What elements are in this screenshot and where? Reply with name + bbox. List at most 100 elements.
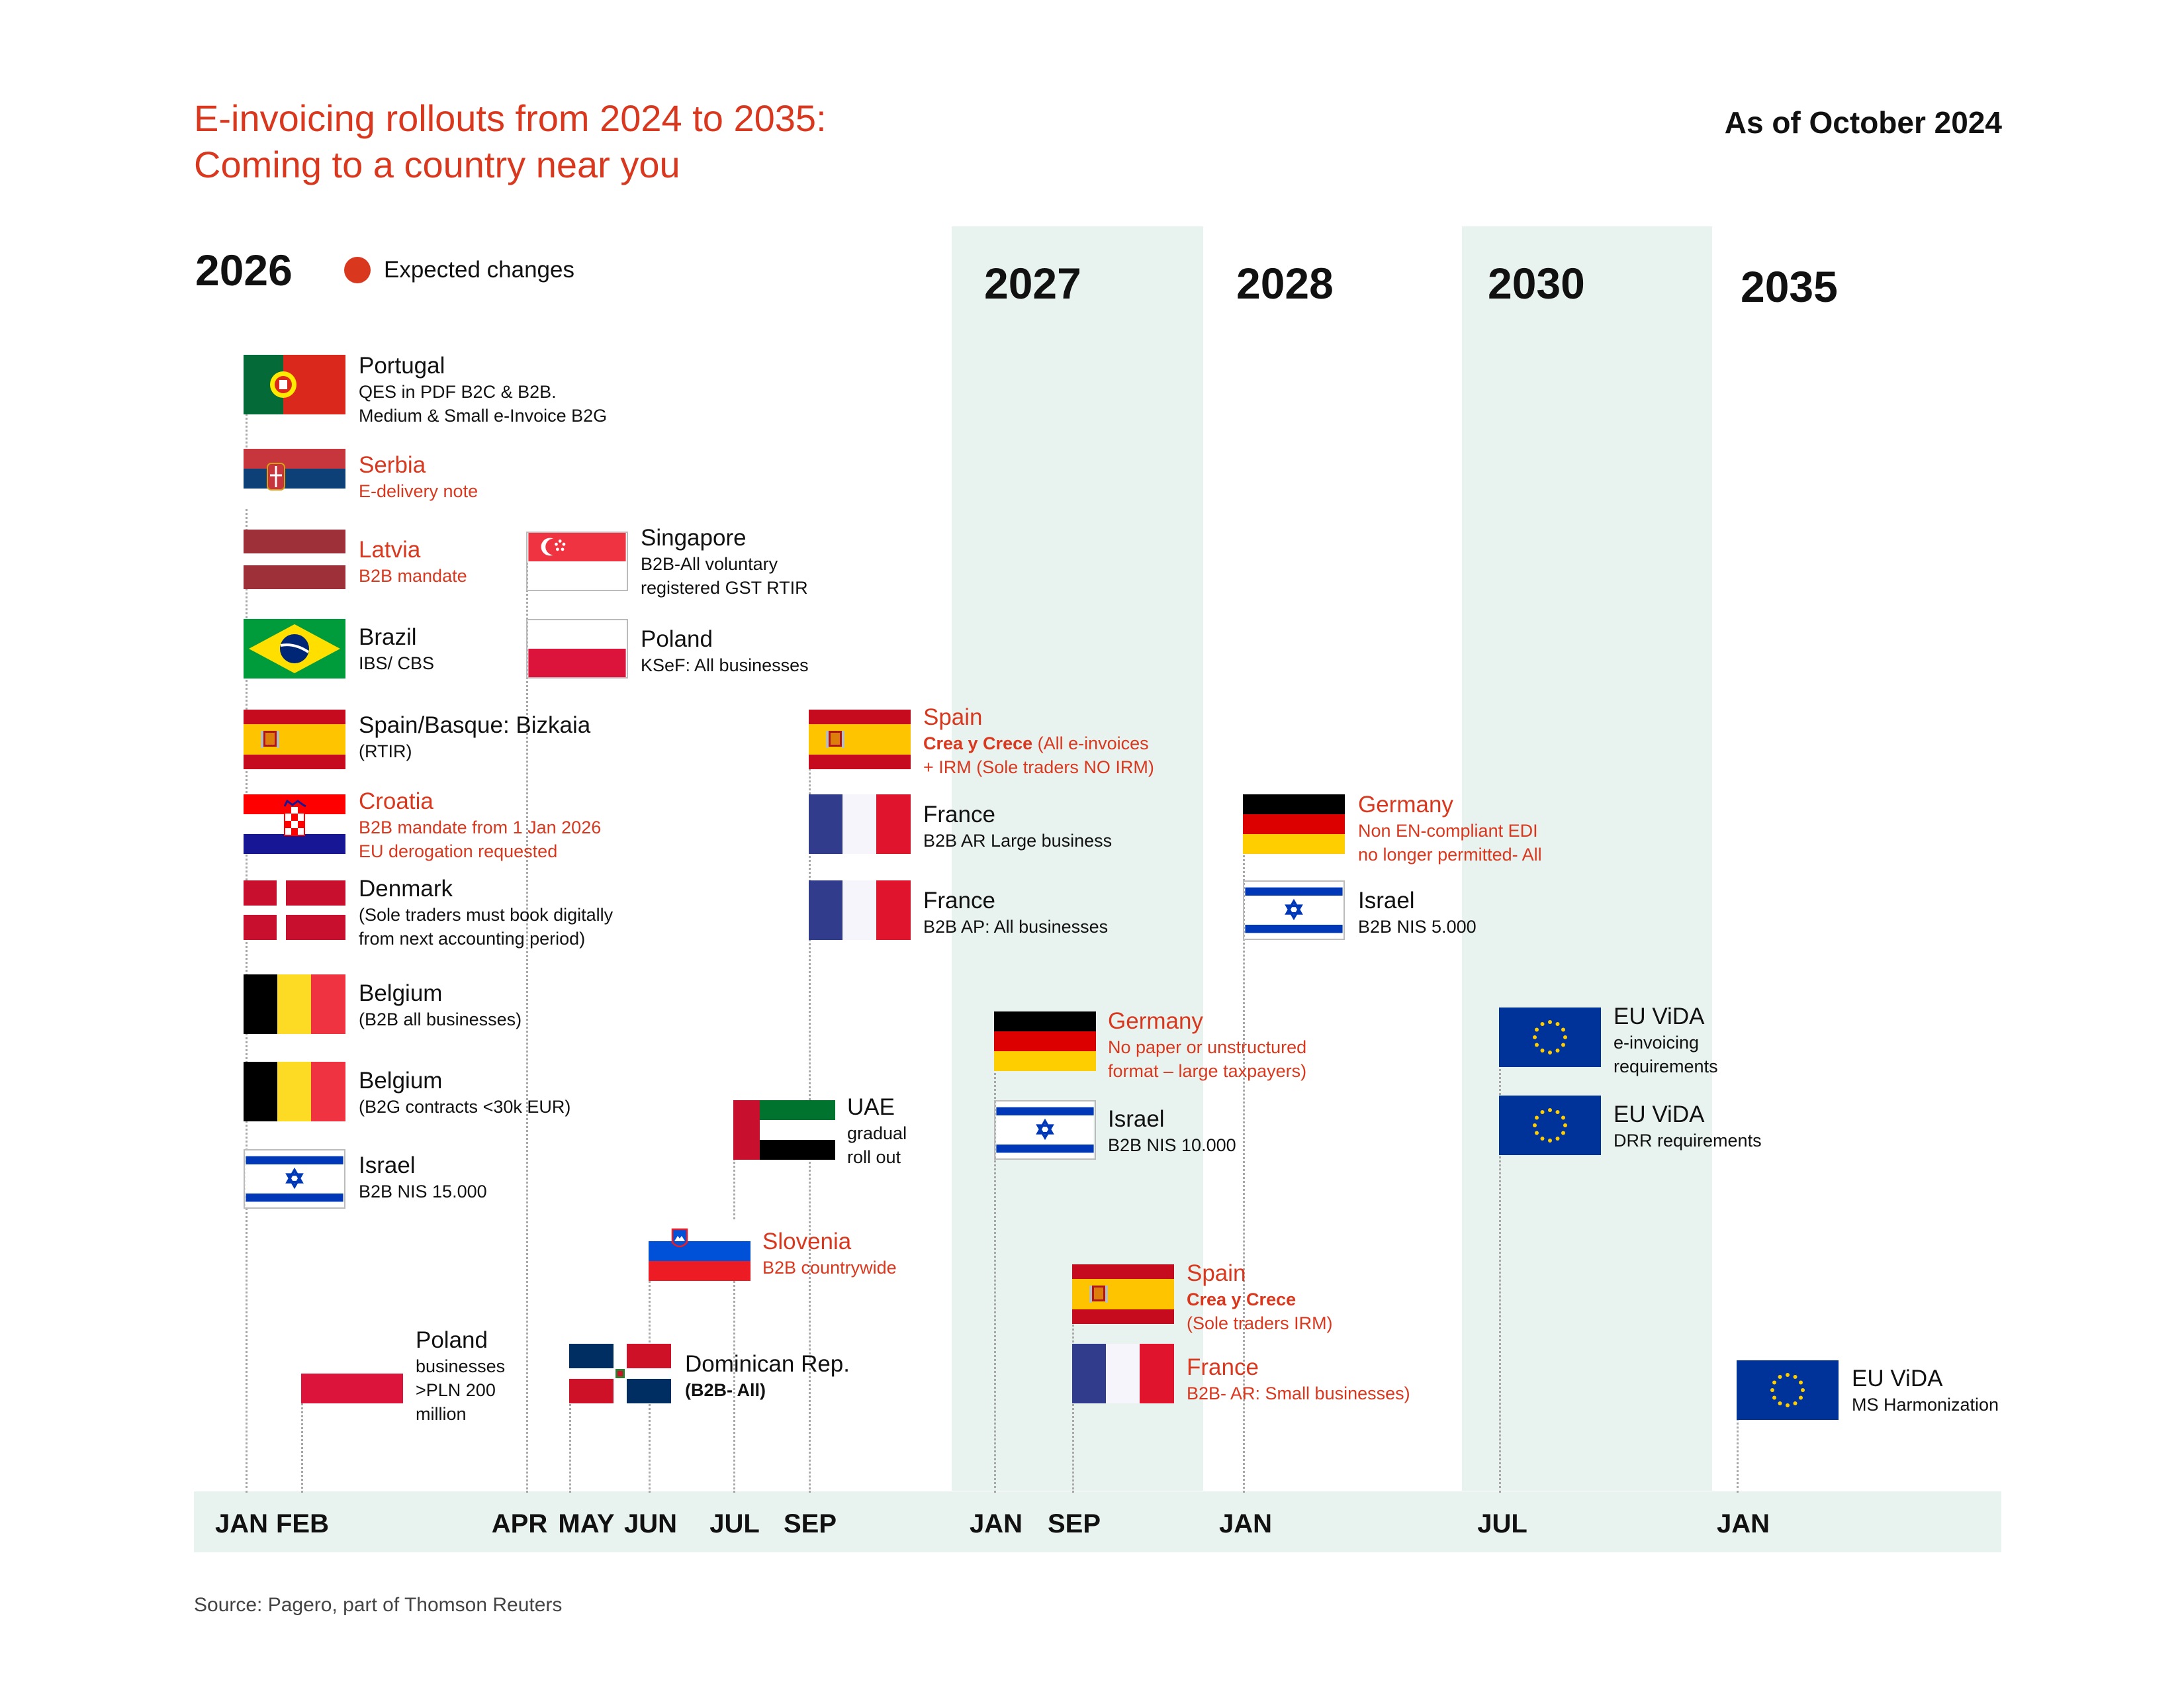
timeline-line-may-2026 [569,1377,571,1493]
entry-uae: UAE gradual roll out [847,1094,907,1169]
page-title: E-invoicing rollouts from 2024 to 2035: … [194,95,827,188]
entry-croatia: Croatia B2B mandate from 1 Jan 2026 EU d… [359,788,601,863]
uae-flag-icon [733,1100,835,1160]
entry-spain-sep: Spain Crea y Crece (All e-invoices + IRM… [923,704,1154,779]
singapore-flag-icon [526,532,628,591]
change-description: B2B- AR: Small businesses) [1187,1383,1410,1403]
change-description: B2B countrywide [762,1258,897,1278]
change-description: IBS/ CBS [359,653,435,673]
country-name: Brazil [359,624,417,650]
change-description: registered GST RTIR [641,578,808,598]
change-description: businesses [416,1356,506,1376]
change-description: requirements [1614,1056,1718,1076]
country-name: Portugal [359,353,445,379]
poland-flag-icon [526,619,628,679]
change-description: B2B AP: All businesses [923,917,1109,937]
change-description: B2B mandate from 1 Jan 2026 [359,818,602,837]
france-flag-icon [809,794,911,854]
country-name: Israel [1108,1106,1165,1132]
country-name: France [923,802,995,827]
slovenia-flag-icon [649,1221,751,1281]
entry-serbia: Serbia E-delivery note [359,451,478,503]
as-of-date: As of October 2024 [1724,105,2002,140]
country-name: France [1187,1354,1259,1380]
entry-singapore: Singapore B2B-All voluntary registered G… [641,524,808,600]
legend-dot-icon [344,257,371,283]
belgium-flag-icon [244,974,345,1034]
germany-flag-icon [994,1011,1096,1071]
country-name: Latvia [359,537,421,563]
change-description: B2B-All voluntary [641,554,778,574]
country-name: Denmark [359,876,453,902]
change-description: Medium & Small e-Invoice B2G [359,406,608,426]
country-name: Belgium [359,980,443,1006]
country-name: Spain [1187,1260,1246,1286]
change-description: roll out [847,1147,901,1167]
country-name: EU ViDA [1614,1102,1705,1127]
change-description: e-invoicing [1614,1033,1700,1053]
france-flag-icon [809,880,911,940]
timeline-line-jul-2030 [1499,1033,1501,1493]
change-description: B2B AR Large business [923,831,1113,851]
program-name: Crea y Crece [1187,1289,1297,1309]
change-description: (B2B- All) [685,1380,766,1400]
month-label-jan-2027: JAN [969,1509,1023,1538]
month-label-sep-2026: SEP [783,1509,837,1538]
change-description: million [416,1404,467,1424]
entry-spain-basque: Spain/Basque: Bizkaia (RTIR) [359,712,590,763]
israel-flag-icon [244,1149,345,1209]
change-description: B2B NIS 10.000 [1108,1135,1236,1155]
entry-eu-vida-einvoicing: EU ViDA e-invoicing requirements [1614,1003,1718,1078]
country-name: Dominican Rep. [685,1351,850,1377]
entry-france-ap: France B2B AP: All businesses [923,887,1108,939]
change-description: B2B mandate [359,566,467,586]
change-detail: (All e-invoices [1032,733,1149,753]
country-name: Serbia [359,452,426,478]
change-description: from next accounting period) [359,929,586,949]
israel-flag-icon [1243,880,1345,940]
month-label-apr-2026: APR [491,1509,548,1538]
year-label-2027: 2027 [984,259,1081,308]
country-name: Spain [923,704,983,730]
change-description: (Sole traders IRM) [1187,1313,1333,1333]
timeline-line-sep-2027 [1072,1317,1074,1493]
entry-poland-feb: Poland businesses >PLN 200 million [416,1327,505,1426]
spain-flag-icon [1072,1264,1174,1324]
change-description: Crea y Crece (All e-invoices [923,731,1154,755]
change-description: (RTIR) [359,741,412,761]
entry-france-ar: France B2B AR Large business [923,801,1112,853]
month-label-sep-2027: SEP [1047,1509,1101,1538]
month-label-jun-2026: JUN [623,1509,678,1538]
eu-flag-icon [1499,1008,1601,1067]
month-label-may-2026: MAY [558,1509,615,1538]
entry-poland-apr: Poland KSeF: All businesses [641,626,809,677]
month-label-jul-2026: JUL [709,1509,760,1538]
entry-israel-2028: Israel B2B NIS 5.000 [1358,887,1477,939]
entry-israel-2026: Israel B2B NIS 15.000 [359,1152,487,1203]
month-label-jan-2035: JAN [1716,1509,1770,1538]
country-name: France [923,888,995,914]
germany-flag-icon [1243,794,1345,854]
change-description: Non EN-compliant EDI [1358,821,1538,841]
country-name: Singapore [641,525,747,551]
denmark-flag-icon [244,880,345,940]
timeline-line-jul-2026 [733,1158,735,1493]
entry-belgium-b2b: Belgium (B2B all businesses) [359,980,522,1031]
change-description: E-delivery note [359,481,478,501]
brazil-flag-icon [244,619,345,679]
timeline-line-apr-2026 [526,563,528,1493]
entry-dominican: Dominican Rep. (B2B- All) [685,1350,850,1402]
entry-france-2027: France B2B- AR: Small businesses) [1187,1354,1410,1405]
timeline-line-feb-2026 [301,1403,303,1493]
change-description: QES in PDF B2C & B2B. [359,382,557,402]
spain-flag-icon [244,710,345,769]
entry-slovenia: Slovenia B2B countrywide [762,1228,897,1280]
source-note: Source: Pagero, part of Thomson Reuters [194,1594,563,1616]
country-name: Poland [641,626,713,652]
france-flag-icon [1072,1344,1174,1403]
eu-flag-icon [1737,1360,1839,1420]
legend: Expected changes [344,257,574,283]
change-description: MS Harmonization [1852,1395,1999,1415]
change-description: KSeF: All businesses [641,655,809,675]
change-description: No paper or unstructured [1108,1037,1307,1057]
